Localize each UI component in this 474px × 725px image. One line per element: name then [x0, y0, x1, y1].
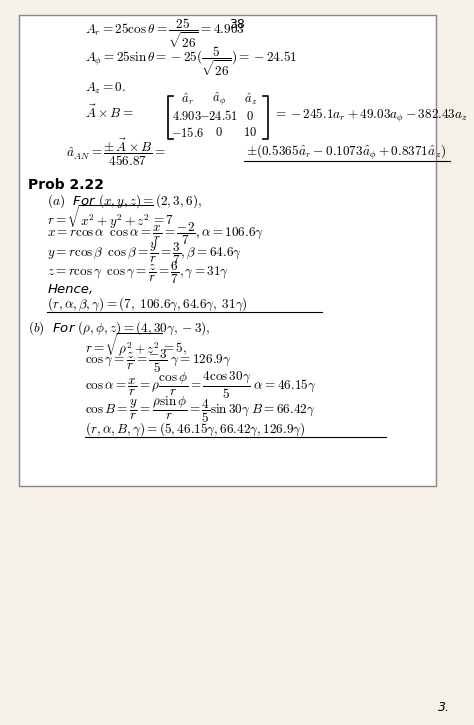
Text: $(a)$  For $(x,y,z) = (2,3,6),$: $(a)$ For $(x,y,z) = (2,3,6),$ [47, 193, 202, 210]
Text: $0$: $0$ [246, 109, 254, 123]
Text: $-15.6$: $-15.6$ [171, 125, 204, 140]
Text: $A_z = 0.$: $A_z = 0.$ [85, 80, 127, 96]
Text: 3.: 3. [438, 701, 450, 714]
Text: $= -245.1a_r + 49.03a_\phi - 382.43a_z$: $= -245.1a_r + 49.03a_\phi - 382.43a_z$ [273, 107, 467, 125]
Text: $(r,\alpha,B,\gamma) = (5,46.15°,66.42°,126.9°)$: $(r,\alpha,B,\gamma) = (5,46.15°,66.42°,… [85, 420, 306, 438]
Text: $A_r = 25\cos\theta = \dfrac{25}{\sqrt{26}} = 4.903$: $A_r = 25\cos\theta = \dfrac{25}{\sqrt{2… [85, 16, 245, 49]
Text: $4.903$: $4.903$ [172, 109, 202, 123]
Text: 38: 38 [229, 18, 245, 31]
Text: $10$: $10$ [243, 126, 257, 139]
Text: $\pm(0.5365\hat{a}_r - 0.1073\hat{a}_\phi + 0.8371\hat{a}_z)$: $\pm(0.5365\hat{a}_r - 0.1073\hat{a}_\ph… [246, 143, 447, 162]
Text: $r = \sqrt{\rho^2+z^2} = 5,$: $r = \sqrt{\rho^2+z^2} = 5,$ [85, 331, 187, 358]
Text: Prob 2.22: Prob 2.22 [28, 178, 104, 192]
Text: $(b)$  For $(\rho,\phi,z) = (4,30°,-3),$: $(b)$ For $(\rho,\phi,z) = (4,30°,-3),$ [28, 319, 211, 336]
Text: $\hat{a}_r$: $\hat{a}_r$ [181, 91, 194, 107]
Text: $(r,\alpha,\beta,\gamma) = (7,\;106.6°,64.6°,\;31°)$: $(r,\alpha,\beta,\gamma) = (7,\;106.6°,6… [47, 296, 248, 313]
Text: $\cos\gamma = \dfrac{z}{r} = \dfrac{-3}{5}\;\gamma = 126.9°$: $\cos\gamma = \dfrac{z}{r} = \dfrac{-3}{… [85, 348, 232, 376]
Text: $x = r\cos\alpha\;\;\cos\alpha = \dfrac{x}{r} = \dfrac{-2}{7},\alpha = 106.6°$: $x = r\cos\alpha\;\;\cos\alpha = \dfrac{… [47, 221, 264, 247]
Text: $\cos B = \dfrac{y}{r} = \dfrac{\rho\sin\phi}{r} = \dfrac{4}{5}\sin30°\;B = 66.4: $\cos B = \dfrac{y}{r} = \dfrac{\rho\sin… [85, 394, 316, 425]
Text: $\hat{a}_z$: $\hat{a}_z$ [244, 91, 257, 107]
FancyBboxPatch shape [19, 14, 436, 486]
Text: Hence,: Hence, [47, 283, 93, 297]
Text: $-24.51$: $-24.51$ [200, 109, 238, 123]
Text: $\vec{A}\times B = $: $\vec{A}\times B = $ [85, 104, 134, 121]
Text: $\hat{a}_{AN} = \dfrac{\pm\,\vec{A}\times B}{456.87} = $: $\hat{a}_{AN} = \dfrac{\pm\,\vec{A}\time… [66, 136, 166, 168]
Text: $\hat{a}_\phi$: $\hat{a}_\phi$ [212, 91, 226, 108]
Text: $y = r\cos\beta\;\;\cos\beta = \dfrac{y}{r} = \dfrac{3}{7},\beta = 64.6°$: $y = r\cos\beta\;\;\cos\beta = \dfrac{y}… [47, 241, 242, 267]
Text: $A_\phi = 25\sin\theta = -25(\dfrac{5}{\sqrt{26}}) = -24.51$: $A_\phi = 25\sin\theta = -25(\dfrac{5}{\… [85, 44, 298, 78]
Text: $\cos\alpha = \dfrac{x}{r} = \rho\dfrac{\cos\phi}{r} = \dfrac{4\cos30°}{5}\;\alp: $\cos\alpha = \dfrac{x}{r} = \rho\dfrac{… [85, 370, 317, 401]
Text: $z = r\cos\gamma\;\;\cos\gamma = \dfrac{z}{r} = \dfrac{6}{7},\gamma = 31°$: $z = r\cos\gamma\;\;\cos\gamma = \dfrac{… [47, 260, 229, 286]
Text: $0$: $0$ [215, 126, 223, 139]
Text: $r = \sqrt{x^2+y^2+z^2} = 7$: $r = \sqrt{x^2+y^2+z^2} = 7$ [47, 204, 175, 231]
